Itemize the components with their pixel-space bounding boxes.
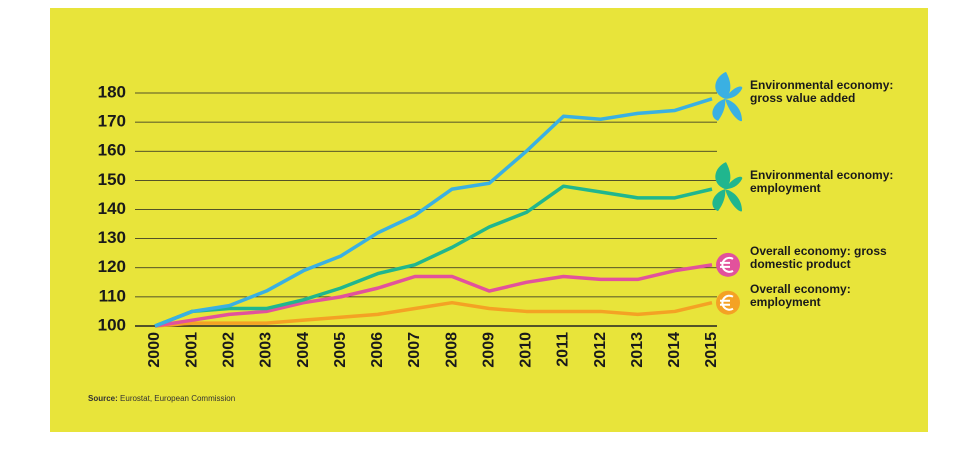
x-tick-label: 2002 — [220, 332, 237, 368]
x-tick-label: 2013 — [629, 332, 646, 368]
series-line — [154, 263, 713, 328]
series-line — [154, 184, 713, 328]
x-tick-label: 2015 — [703, 332, 720, 368]
euro-symbol — [720, 256, 734, 273]
y-tick-label: 110 — [99, 286, 126, 305]
x-tick-label: 2005 — [332, 332, 349, 368]
legend-label: Environmental economy: employment — [750, 168, 894, 196]
x-tick-label: 2001 — [183, 332, 200, 368]
y-tick-label: 130 — [98, 228, 126, 247]
y-tick-label: 160 — [98, 141, 126, 160]
source-text: Eurostat, European Commission — [120, 394, 236, 403]
legend-icon — [712, 71, 743, 122]
leaf — [725, 189, 742, 212]
legend-label: Overall economy: gross domestic product — [750, 243, 887, 271]
leaf — [715, 71, 731, 99]
legend-icon — [716, 290, 740, 315]
y-tick-label: 170 — [98, 112, 126, 131]
legend-label: Environmental economy: gross value added — [750, 77, 894, 105]
x-tick-label: 2007 — [406, 332, 423, 368]
euro-circle — [716, 290, 740, 315]
leaf — [712, 98, 726, 121]
leaf — [715, 162, 731, 190]
x-tick-label: 2003 — [258, 332, 275, 368]
y-tick-label: 100 — [98, 315, 126, 334]
x-tick-label: 2006 — [369, 332, 386, 368]
y-tick-label: 150 — [98, 170, 126, 189]
leaf — [725, 176, 743, 190]
y-tick-label: 180 — [98, 82, 126, 101]
x-tick-label: 2014 — [666, 332, 683, 368]
leaf — [712, 189, 726, 212]
series-line — [154, 300, 713, 328]
euro-circle — [716, 252, 740, 277]
y-tick-label: 140 — [98, 199, 126, 218]
euro-symbol — [720, 294, 734, 311]
y-tick-label: 120 — [98, 257, 126, 276]
leaf — [725, 86, 743, 99]
legend-label: Overall economy: employment — [750, 281, 851, 309]
leaf — [725, 98, 742, 122]
legend-icon — [712, 162, 743, 212]
source-label: Source: — [88, 394, 118, 403]
x-tick-label: 2012 — [592, 332, 609, 368]
source: Source: Eurostat, European Commission — [88, 394, 235, 403]
x-tick-label: 2011 — [555, 332, 572, 367]
x-tick-label: 2000 — [146, 332, 163, 368]
background — [50, 8, 928, 432]
x-tick-label: 2008 — [443, 332, 460, 368]
legend-icon — [716, 252, 740, 277]
x-tick-label: 2009 — [480, 332, 497, 368]
series-line — [154, 97, 713, 328]
x-tick-label: 2010 — [518, 332, 535, 368]
x-tick-label: 2004 — [295, 332, 312, 368]
